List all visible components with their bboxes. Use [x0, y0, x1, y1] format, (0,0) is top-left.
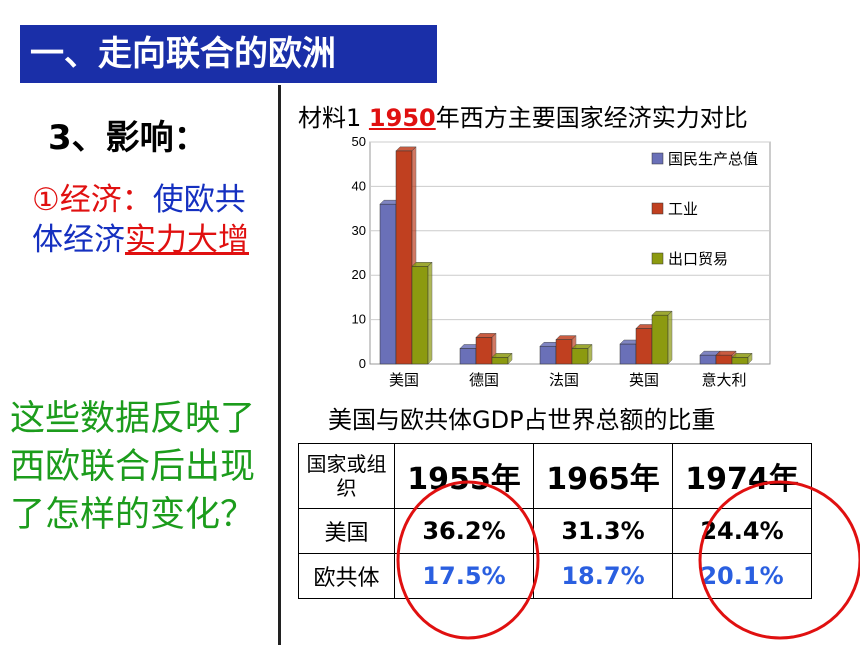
cell-usa-1955: 36.2% [394, 508, 534, 554]
vertical-divider [278, 85, 281, 645]
y-tick-label: 50 [352, 134, 366, 149]
cell-usa-1974: 24.4% [672, 508, 812, 554]
cell-ec-1965: 18.7% [533, 553, 673, 599]
y-tick-label: 40 [352, 178, 366, 193]
x-tick-label: 英国 [629, 371, 659, 389]
legend-swatch [651, 152, 664, 165]
economy-point: ①经济：使欧共体经济实力大增 [32, 180, 272, 260]
x-tick-label: 德国 [469, 371, 499, 389]
bar [411, 261, 433, 365]
material-year: 1950 [368, 104, 436, 132]
y-tick-label: 10 [352, 312, 366, 327]
cell-ec-1955: 17.5% [394, 553, 534, 599]
header-cell-1974: 1974年 [672, 443, 812, 509]
row-label-ec: 欧共体 [298, 553, 395, 599]
bar-side [507, 352, 513, 365]
legend-swatch [651, 202, 664, 215]
bar-side [667, 310, 673, 365]
section-heading: 3、影响： [48, 118, 208, 158]
header-cell-1965: 1965年 [533, 443, 673, 509]
row-label-usa: 美国 [298, 508, 395, 554]
chart-plot-area [369, 141, 771, 365]
y-tick-label: 0 [359, 356, 366, 371]
economy-text: 使欧共体经济 [32, 182, 246, 258]
x-tick-label: 意大利 [701, 371, 746, 389]
legend-label: 出口贸易 [668, 250, 728, 268]
legend-label: 国民生产总值 [668, 150, 758, 168]
bar [571, 343, 593, 365]
bar-side [747, 352, 753, 365]
y-tick-label: 20 [352, 267, 366, 282]
bar [651, 310, 673, 365]
bar [491, 352, 513, 365]
y-tick-label: 30 [352, 223, 366, 238]
cell-ec-1974: 20.1% [672, 553, 812, 599]
annotation-circle-1974 [698, 480, 860, 640]
material-rest: 年西方主要国家经济实力对比 [435, 104, 748, 132]
question-text: 这些数据反映了西欧联合后出现了怎样的变化？ [10, 399, 256, 535]
table-row-usa: 美国 36.2% 31.3% 24.4% [298, 508, 812, 554]
cell-usa-1965: 31.3% [533, 508, 673, 554]
x-tick-label: 美国 [389, 371, 419, 389]
table-title: 美国与欧共体GDP占世界总额的比重 [328, 406, 716, 434]
x-tick-label: 法国 [549, 371, 579, 389]
legend-label: 工业 [668, 200, 698, 218]
economy-prefix: ①经济： [32, 182, 153, 218]
bar-side [587, 343, 593, 365]
economy-highlight: 实力大增 [125, 222, 249, 258]
bar [731, 352, 753, 365]
table-row-ec: 欧共体 17.5% 18.7% 20.1% [298, 553, 812, 599]
annotation-circle-1955 [396, 480, 540, 640]
material-label: 材料1 [298, 104, 362, 132]
legend-swatch [651, 252, 664, 265]
bar-side [427, 261, 433, 365]
slide-title: 一、走向联合的欧洲 [20, 25, 437, 83]
material-title: 材料1 1950年西方主要国家经济实力对比 [298, 98, 748, 133]
gdp-share-table: 国家或组织 1955年 1965年 1974年 美国 36.2% 31.3% 2… [298, 443, 812, 599]
